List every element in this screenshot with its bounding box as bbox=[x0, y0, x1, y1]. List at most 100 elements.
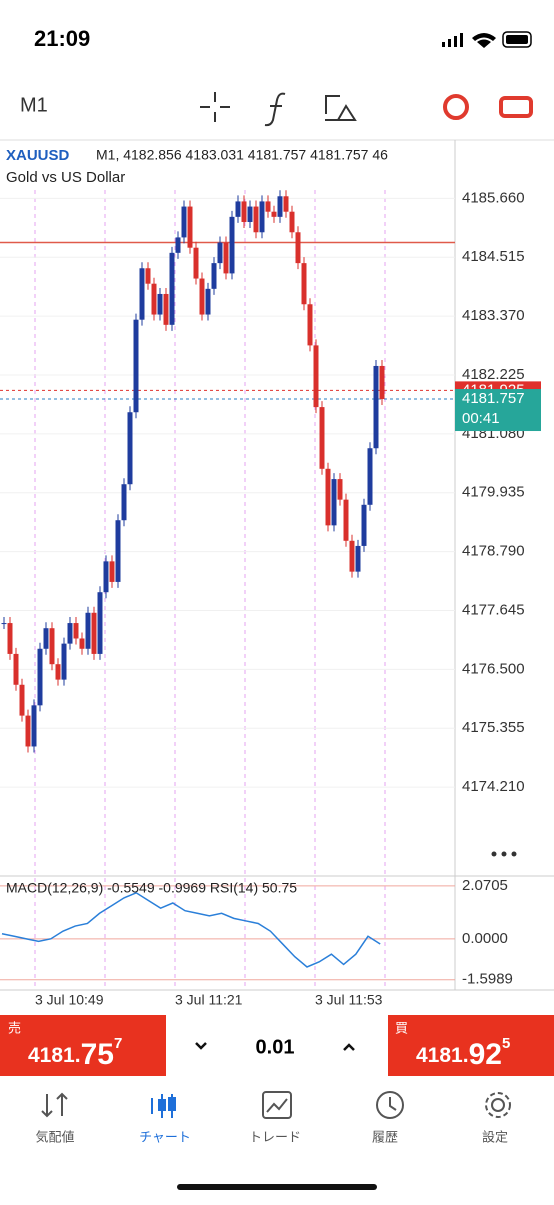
buy-label: 買 bbox=[395, 1020, 408, 1035]
candle bbox=[193, 247, 199, 279]
candle bbox=[49, 628, 55, 665]
candle bbox=[379, 365, 385, 400]
bid-label: 4181.757 bbox=[462, 390, 525, 407]
candle bbox=[121, 484, 127, 521]
candle bbox=[103, 561, 109, 593]
status-icons bbox=[442, 31, 532, 48]
candle bbox=[97, 592, 103, 654]
candle bbox=[79, 638, 85, 649]
candle bbox=[361, 504, 367, 546]
candle bbox=[343, 499, 349, 541]
candle bbox=[67, 623, 73, 644]
candle bbox=[115, 520, 121, 582]
candle bbox=[271, 211, 277, 217]
candle bbox=[319, 407, 325, 469]
y-tick-label: 4174.210 bbox=[462, 778, 525, 795]
candle bbox=[211, 263, 217, 289]
candle bbox=[229, 216, 235, 274]
candle bbox=[289, 211, 295, 233]
toolbar-icons[interactable] bbox=[200, 92, 533, 127]
candle bbox=[313, 345, 319, 408]
candle bbox=[91, 612, 97, 654]
candle bbox=[295, 232, 301, 264]
symbol: XAUUSD bbox=[6, 147, 70, 164]
candle bbox=[169, 252, 175, 325]
timeframe[interactable]: M1 bbox=[20, 94, 48, 116]
buy-button[interactable] bbox=[388, 1015, 554, 1076]
candle bbox=[277, 196, 283, 217]
lot-arrows[interactable] bbox=[195, 1042, 355, 1051]
candle bbox=[1, 623, 7, 625]
sell-price: 4181.757 bbox=[28, 1035, 122, 1071]
candle bbox=[241, 201, 247, 222]
tab-label[interactable]: トレード bbox=[249, 1129, 301, 1144]
candle bbox=[187, 206, 193, 248]
lot-size[interactable]: 0.01 bbox=[256, 1036, 295, 1058]
candle bbox=[331, 479, 337, 526]
y-tick-label: 4179.935 bbox=[462, 484, 525, 501]
candle bbox=[139, 268, 145, 320]
candle bbox=[55, 664, 61, 680]
buy-price: 4181.925 bbox=[416, 1035, 510, 1071]
candle bbox=[205, 288, 211, 315]
x-tick-label: 3 Jul 11:53 bbox=[315, 992, 383, 1008]
bid-timer: 00:41 bbox=[462, 410, 500, 427]
candle bbox=[109, 561, 115, 582]
candle bbox=[61, 643, 67, 680]
candle bbox=[85, 612, 91, 649]
macd-line bbox=[1, 891, 381, 968]
candle bbox=[349, 540, 355, 572]
candle bbox=[145, 268, 151, 284]
candle bbox=[325, 468, 331, 526]
candle bbox=[25, 715, 31, 747]
candle bbox=[217, 242, 223, 264]
candle bbox=[7, 623, 13, 654]
candle bbox=[19, 684, 25, 716]
candle bbox=[37, 648, 43, 706]
candle bbox=[43, 628, 49, 649]
candle bbox=[223, 242, 229, 274]
candle bbox=[283, 196, 289, 212]
candle bbox=[355, 545, 361, 572]
tab-label[interactable]: チャート bbox=[139, 1129, 191, 1144]
sell-label: 売 bbox=[8, 1020, 21, 1035]
candle bbox=[337, 479, 343, 500]
candle bbox=[181, 206, 187, 238]
y-tick-label: 4185.660 bbox=[462, 189, 525, 206]
y-tick-label: 4178.790 bbox=[462, 543, 525, 560]
candle bbox=[157, 293, 163, 315]
candle bbox=[265, 201, 271, 212]
x-tick-label: 3 Jul 10:49 bbox=[35, 992, 104, 1008]
candle bbox=[307, 304, 313, 346]
y-tick-label: 4182.225 bbox=[462, 366, 525, 383]
tab-label[interactable]: 気配値 bbox=[35, 1129, 74, 1144]
y-tick-label: 4183.370 bbox=[462, 307, 525, 324]
status-time: 21:09 bbox=[34, 26, 90, 51]
more-dots[interactable] bbox=[491, 851, 517, 857]
candle bbox=[259, 201, 265, 233]
home-indicator bbox=[177, 1184, 377, 1190]
y-tick-label: 4177.645 bbox=[462, 601, 525, 618]
candle bbox=[253, 206, 259, 233]
candle bbox=[373, 365, 379, 449]
sell-button[interactable] bbox=[0, 1015, 166, 1076]
macd-label: MACD(12,26,9) -0.5549 -0.9969 RSI(14) 50… bbox=[6, 880, 297, 896]
candle bbox=[235, 201, 241, 217]
candle bbox=[301, 263, 307, 305]
y-tick-label: 4184.515 bbox=[462, 248, 525, 265]
macd-tick-label: 2.0705 bbox=[462, 877, 508, 894]
candle bbox=[73, 623, 79, 639]
ohlc-info: M1, 4182.856 4183.031 4181.757 4181.757 … bbox=[96, 147, 388, 163]
tab-label[interactable]: 履歴 bbox=[372, 1129, 398, 1144]
candle bbox=[247, 206, 253, 222]
macd-tick-label: -1.5989 bbox=[462, 971, 513, 988]
candle bbox=[151, 283, 157, 315]
tab-icons bbox=[41, 1091, 511, 1119]
tab-label[interactable]: 設定 bbox=[482, 1129, 508, 1144]
candle bbox=[13, 653, 19, 685]
y-tick-label: 4175.355 bbox=[462, 719, 525, 736]
subtitle: Gold vs US Dollar bbox=[6, 169, 125, 186]
candle bbox=[175, 237, 181, 253]
candle bbox=[199, 278, 205, 315]
